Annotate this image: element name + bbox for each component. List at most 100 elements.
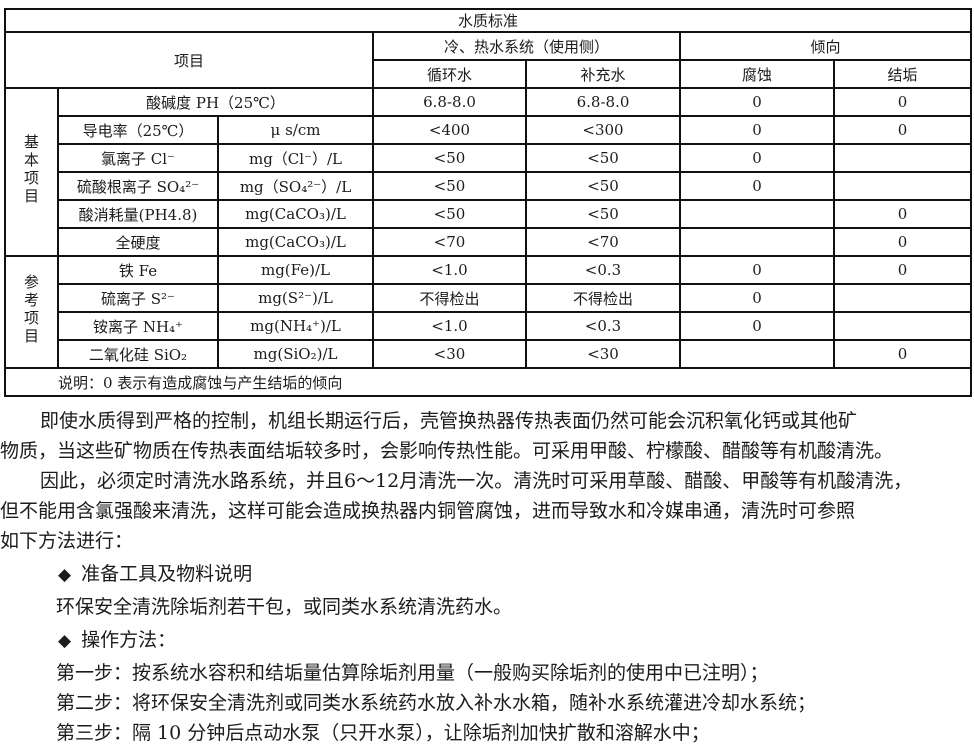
table-note-row: 说明：0 表示有造成腐蚀与产生结垢的倾向 <box>4 367 972 397</box>
category-basic: 基本项目 <box>4 87 59 257</box>
paragraph-line: 环保安全清洗除垢剂若干包，或同类水系统清洗药水。 <box>56 596 513 618</box>
cell-unit: mg（SO₄²⁻）/L <box>217 171 374 201</box>
cell-unit: mg(S²⁻)/L <box>217 283 374 313</box>
cell-circulating: <50 <box>372 143 527 173</box>
header-row-1: 项目 冷、热水系统（使用侧） 倾向 <box>4 31 972 89</box>
bullet-label: 操作方法： <box>81 629 177 651</box>
category-basic-label: 基本项目 <box>22 134 40 206</box>
cell-makeup: <70 <box>525 227 681 257</box>
table-row: 硫酸根离子 SO₄²⁻ mg（SO₄²⁻）/L <50 <50 0 <box>5 171 972 201</box>
cell-unit: μ s/cm <box>217 115 374 145</box>
cell-scaling: 0 <box>833 115 972 145</box>
cell-corrosion: 0 <box>679 255 835 285</box>
cell-circulating: <1.0 <box>372 255 527 285</box>
cell-makeup: <0.3 <box>525 311 681 341</box>
table-row: 硫离子 S²⁻ mg(S²⁻)/L 不得检出 不得检出 0 <box>5 283 972 313</box>
cell-name: 酸碱度 PH（25℃） <box>57 87 374 117</box>
cell-name: 全硬度 <box>57 227 219 257</box>
cell-makeup: <50 <box>525 171 681 201</box>
cell-circulating: 不得检出 <box>372 283 527 313</box>
water-quality-table: 水质标准 项目 冷、热水系统（使用侧） 倾向 循环水 补充水 腐蚀 结垢 基本项… <box>4 8 972 397</box>
category-reference-label: 参考项目 <box>22 274 40 346</box>
paragraph-line: 物质，当这些矿物质在传热表面结垢较多时，会影响传热性能。可采用甲酸、柠檬酸、醋酸… <box>0 440 894 462</box>
cell-corrosion <box>679 227 835 257</box>
cell-unit: mg(Fe)/L <box>217 255 374 285</box>
cell-circulating: <70 <box>372 227 527 257</box>
cell-name: 铁 Fe <box>57 255 219 285</box>
table-row: 二氧化硅 SiO₂ mg(SiO₂)/L <30 <30 0 <box>5 339 972 369</box>
step-line-1: 第一步：按系统水容积和结垢量估算除垢剂用量（一般购买除垢剂的使用中已注明）； <box>56 662 769 684</box>
diamond-bullet-icon: ◆ <box>58 631 72 651</box>
cell-corrosion: 0 <box>679 283 835 313</box>
step-line-3: 第三步：隔 10 分钟后点动水泵（只开水泵），让除垢剂加快扩散和溶解水中； <box>56 722 710 744</box>
table-row: 酸消耗量(PH4.8) mg(CaCO₃)/L <50 <50 0 <box>5 199 972 229</box>
diamond-bullet-icon: ◆ <box>58 565 72 585</box>
cell-unit: mg(CaCO₃)/L <box>217 227 374 257</box>
cell-name: 导电率（25℃） <box>57 115 219 145</box>
cell-unit: mg(SiO₂)/L <box>217 339 374 369</box>
table-row: 基本项目 酸碱度 PH（25℃） 6.8-8.0 6.8-8.0 0 0 <box>4 87 972 257</box>
bullet-line-method: ◆ 操作方法： <box>0 625 974 655</box>
header-makeup: 补充水 <box>525 59 681 89</box>
table-row: 全硬度 mg(CaCO₃)/L <70 <70 0 <box>5 227 972 257</box>
cell-scaling: 0 <box>833 255 972 285</box>
table-title: 水质标准 <box>4 8 972 33</box>
document-page: { "table": { "title": "水质标准", "header": … <box>0 8 974 752</box>
cell-corrosion <box>679 339 835 369</box>
cell-circulating: 6.8-8.0 <box>372 87 527 117</box>
cell-circulating: <50 <box>372 199 527 229</box>
cell-scaling <box>833 143 972 173</box>
document-body: 即使水质得到严格的控制，机组长期运行后，壳管换热器传热表面仍然可能会沉积氧化钙或… <box>0 406 974 748</box>
cell-scaling: 0 <box>833 199 972 229</box>
table-row: 氯离子 Cl⁻ mg（Cl⁻）/L <50 <50 0 <box>5 143 972 173</box>
header-item: 项目 <box>4 31 374 89</box>
cell-unit: mg（Cl⁻）/L <box>217 143 374 173</box>
paragraph-line: 因此，必须定时清洗水路系统，并且6～12月清洗一次。清洗时可采用草酸、醋酸、甲酸… <box>40 470 913 492</box>
paragraph-line: 如下方法进行： <box>0 530 134 552</box>
cell-makeup: <50 <box>525 199 681 229</box>
cell-name: 二氧化硅 SiO₂ <box>57 339 219 369</box>
cell-makeup: 不得检出 <box>525 283 681 313</box>
cell-unit: mg(CaCO₃)/L <box>217 199 374 229</box>
cell-name: 氯离子 Cl⁻ <box>57 143 219 173</box>
cell-scaling <box>833 311 972 341</box>
header-system: 冷、热水系统（使用侧） <box>372 31 681 61</box>
category-reference: 参考项目 <box>4 255 59 369</box>
cell-corrosion: 0 <box>679 171 835 201</box>
cell-corrosion <box>679 199 835 229</box>
cell-makeup: <0.3 <box>525 255 681 285</box>
cell-corrosion: 0 <box>679 115 835 145</box>
cell-scaling: 0 <box>833 87 972 117</box>
header-scaling: 结垢 <box>833 59 972 89</box>
table-row: 参考项目 铁 Fe mg(Fe)/L <1.0 <0.3 0 0 <box>4 255 972 369</box>
cell-name: 酸消耗量(PH4.8) <box>57 199 219 229</box>
paragraph-line: 但不能用含氯强酸来清洗，这样可能会造成换热器内铜管腐蚀，进而导致水和冷媒串通，清… <box>0 500 856 522</box>
table-title-row: 水质标准 <box>4 8 972 33</box>
cell-makeup: 6.8-8.0 <box>525 87 681 117</box>
cell-circulating: <400 <box>372 115 527 145</box>
step-line-2: 第二步：将环保安全清洗剂或同类水系统药水放入补水水箱，随补水系统灌进冷却水系统； <box>56 692 817 714</box>
cell-unit: mg(NH₄⁺)/L <box>217 311 374 341</box>
header-corrosion: 腐蚀 <box>679 59 835 89</box>
cell-name: 铵离子 NH₄⁺ <box>57 311 219 341</box>
cell-name: 硫离子 S²⁻ <box>57 283 219 313</box>
table-row: 铵离子 NH₄⁺ mg(NH₄⁺)/L <1.0 <0.3 0 <box>5 311 972 341</box>
cell-makeup: <300 <box>525 115 681 145</box>
header-tendency: 倾向 <box>679 31 972 61</box>
cell-scaling <box>833 283 972 313</box>
cell-makeup: <30 <box>525 339 681 369</box>
cell-corrosion: 0 <box>679 87 835 117</box>
paragraph-line: 即使水质得到严格的控制，机组长期运行后，壳管换热器传热表面仍然可能会沉积氧化钙或… <box>40 410 858 432</box>
cell-scaling: 0 <box>833 339 972 369</box>
bullet-line-tools: ◆ 准备工具及物料说明 <box>0 559 974 589</box>
cell-circulating: <30 <box>372 339 527 369</box>
cell-scaling <box>833 171 972 201</box>
cell-corrosion: 0 <box>679 143 835 173</box>
table-row: 导电率（25℃） μ s/cm <400 <300 0 0 <box>5 115 972 145</box>
table-note: 说明：0 表示有造成腐蚀与产生结垢的倾向 <box>4 367 972 397</box>
cell-circulating: <1.0 <box>372 311 527 341</box>
cell-makeup: <50 <box>525 143 681 173</box>
cell-scaling: 0 <box>833 227 972 257</box>
header-row-2: 循环水 补充水 腐蚀 结垢 <box>5 59 972 89</box>
cell-corrosion: 0 <box>679 311 835 341</box>
